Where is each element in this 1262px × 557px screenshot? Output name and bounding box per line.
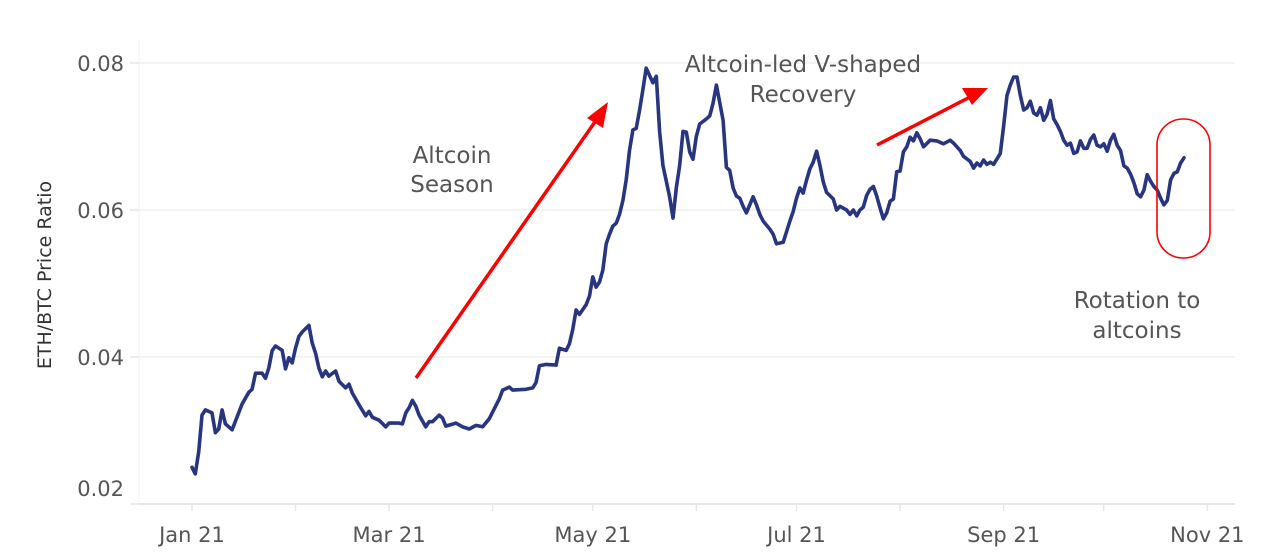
x-tick-label: Jan 21 [157,523,225,547]
gridlines [139,62,1235,358]
arrow-altcoin-season [414,102,608,380]
annotation-text: Rotation to [1074,288,1201,314]
series-line-eth-btc [190,66,1186,476]
y-tick-label: 0.04 [77,346,124,370]
annotation-text: Altcoin-led V-shaped [685,52,921,78]
arrow-recovery [876,88,988,147]
x-tick-label: Jul 21 [765,523,826,547]
y-ticks: 0.02 0.04 0.06 0.08 [77,52,139,505]
annotation-text: Season [410,172,493,198]
annotation-text: altcoins [1092,318,1181,344]
x-ticks: Jan 21 Mar 21 May 21 Jul 21 Sep 21 Nov 21 [157,504,1245,547]
y-tick-label: 0.08 [77,52,124,76]
annotation-text: Altcoin [413,143,492,169]
x-tick-label: May 21 [554,523,631,547]
annotation-v-recovery: Altcoin-led V-shaped Recovery [685,52,921,108]
y-tick-label: 0.06 [77,199,124,223]
y-tick-label: 0.02 [77,477,124,501]
x-tick-label: Mar 21 [353,523,426,547]
x-tick-label: Nov 21 [1170,523,1244,547]
axes [138,40,1235,505]
highlight-rotation-box [1156,118,1211,259]
annotation-rotation: Rotation to altcoins [1074,288,1201,344]
y-axis-label: ETH/BTC Price Ratio [34,181,56,369]
x-tick-label: Sep 21 [967,523,1040,547]
annotation-altcoin-season: Altcoin Season [410,143,493,198]
annotation-text: Recovery [750,82,857,108]
